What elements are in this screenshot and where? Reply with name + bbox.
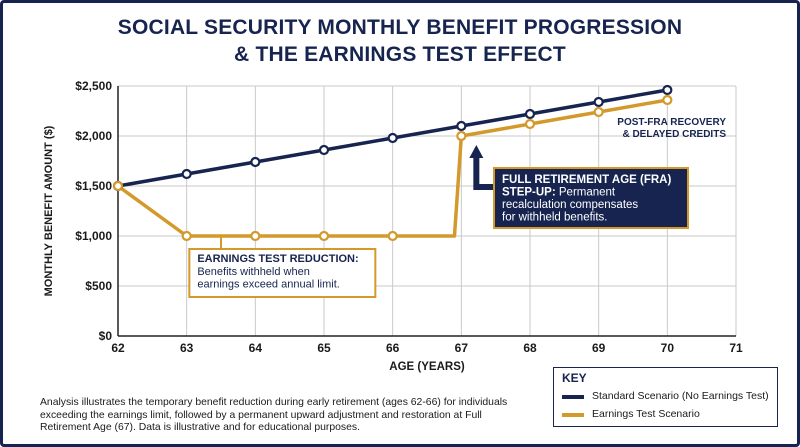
x-tick-label: 65	[317, 341, 331, 355]
fra-callout-line: STEP-UP: Permanent	[502, 187, 616, 199]
y-tick-label: $1,000	[75, 229, 112, 243]
y-tick-label: $1,500	[75, 179, 112, 193]
series-earnings-test-point	[456, 130, 467, 142]
x-tick-label: 67	[455, 341, 469, 355]
x-tick-label: 71	[729, 341, 743, 355]
series-earnings-test-point	[112, 180, 124, 192]
fra-callout-line: recalculation compensates	[502, 199, 638, 211]
x-tick-label: 68	[523, 341, 537, 355]
reduction-callout-line: earnings exceed annual limit.	[197, 279, 339, 291]
x-tick-label: 63	[180, 341, 194, 355]
fra-callout-box	[493, 167, 689, 229]
x-axis-title: AGE (YEARS)	[389, 361, 465, 373]
chart-title-line-1: SOCIAL SECURITY MONTHLY BENEFIT PROGRESS…	[117, 16, 683, 39]
legend-swatch-earnings-test	[562, 413, 584, 417]
series-standard-point	[387, 132, 398, 144]
series-standard-point	[318, 144, 330, 156]
series-standard-point	[524, 108, 536, 120]
series-standard-point	[456, 120, 467, 132]
reduction-callout-line: Benefits withheld when	[197, 266, 310, 278]
post-fra-note: POST-FRA RECOVERY	[617, 117, 726, 128]
series-earnings-test-point	[593, 106, 604, 118]
series-earnings-test-point	[387, 230, 398, 242]
y-axis-title: MONTHLY BENEFIT AMOUNT ($)	[43, 125, 55, 296]
legend-title: KEY	[562, 371, 587, 385]
legend-box: KEY Standard Scenario (No Earnings Test)…	[553, 367, 778, 427]
x-tick-label: 62	[111, 341, 125, 355]
legend-label-earnings-test: Earnings Test Scenario	[592, 408, 700, 420]
y-tick-label: $0	[99, 329, 113, 343]
post-fra-note: & DELAYED CREDITS	[622, 129, 726, 140]
series-earnings-test-point	[181, 230, 192, 242]
y-tick-label: $2,500	[75, 79, 112, 93]
legend-label-standard: Standard Scenario (No Earnings Test)	[592, 390, 769, 402]
reduction-callout-box	[188, 248, 377, 298]
series-standard-point	[250, 156, 261, 168]
x-tick-label: 69	[592, 341, 606, 355]
series-standard-point	[181, 168, 192, 180]
reduction-callout-title: EARNINGS TEST REDUCTION:	[197, 253, 358, 265]
legend-swatch-standard	[562, 395, 584, 399]
y-tick-label: $2,000	[75, 129, 112, 143]
fra-arrow-icon	[469, 145, 494, 190]
x-tick-label: 64	[249, 341, 263, 355]
series-earnings-test-point	[524, 118, 536, 130]
series-earnings-test-point	[318, 230, 330, 242]
footnote: Analysis illustrates the temporary benef…	[40, 397, 508, 433]
x-tick-label: 66	[386, 341, 400, 355]
series-standard-point	[593, 96, 604, 108]
x-tick-label: 70	[661, 341, 675, 355]
fra-callout-line: for withheld benefits.	[502, 212, 607, 224]
chart-title-line-2: & THE EARNINGS TEST EFFECT	[234, 43, 566, 66]
series-standard-point	[662, 84, 673, 96]
fra-callout-title: FULL RETIREMENT AGE (FRA)	[502, 174, 671, 186]
series-earnings-test-point	[662, 94, 673, 106]
series-earnings-test-point	[250, 230, 261, 242]
y-tick-label: $500	[85, 279, 112, 293]
